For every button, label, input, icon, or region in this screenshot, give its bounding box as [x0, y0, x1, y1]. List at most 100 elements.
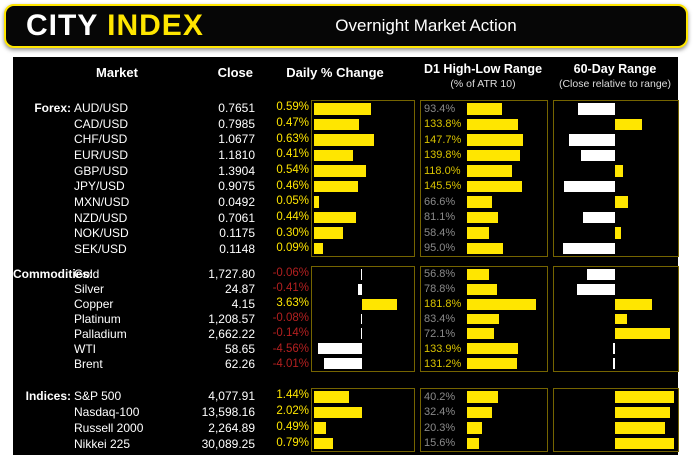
range60-bar-row [554, 241, 678, 257]
d1-range-bar-row: 147.7% [421, 132, 547, 148]
daily-change-bar [318, 343, 362, 355]
daily-change-value: 1.44% [276, 389, 309, 402]
market-name: SEK/USD [74, 242, 127, 257]
market-row: SEK/USD 0.1148 0.09% [13, 241, 309, 257]
d1-range-bar [467, 283, 497, 295]
close-value: 2,662.22 [208, 327, 255, 342]
market-row: Indices: S&P 500 4,077.91 1.44% [13, 388, 309, 404]
market-row: Palladium 2,662.22 -0.14% [13, 327, 309, 342]
market-row: Forex: AUD/USD 0.7651 0.59% [13, 100, 309, 116]
range60-bar-row [554, 420, 678, 436]
range60-bar-row [554, 117, 678, 133]
market-name: WTI [74, 342, 96, 357]
d1-range-bar [467, 422, 483, 434]
column-subheader-d1-range: (% of ATR 10) [450, 78, 516, 90]
range60-bar-row [554, 194, 678, 210]
daily-change-bar-row [312, 241, 414, 257]
range60-bar-row [554, 389, 678, 405]
daily-change-value: 0.63% [276, 132, 309, 145]
daily-change-bar [314, 196, 319, 208]
daily-change-bar [314, 149, 354, 161]
close-value: 1.0677 [218, 132, 255, 147]
d1-range-bar [467, 211, 498, 223]
close-value: 24.87 [224, 281, 255, 296]
market-row: GBP/USD 1.3904 0.54% [13, 163, 309, 179]
section-text-column: Forex: AUD/USD 0.7651 0.59% CAD/USD 0.7985 0.4… [13, 100, 309, 257]
market-name: Brent [74, 357, 103, 372]
market-name: NZD/USD [74, 210, 128, 225]
close-value: 62.26 [224, 357, 255, 372]
column-header-60day-range: 60-Day Range [573, 62, 657, 76]
daily-change-value: -0.08% [272, 312, 309, 325]
range60-bar [615, 227, 621, 239]
d1-range-bar-row: 181.8% [421, 297, 547, 312]
daily-change-bar-row [312, 405, 414, 421]
market-name: Nasdaq-100 [74, 405, 140, 419]
market-name: EUR/USD [74, 147, 129, 162]
daily-change-bar [314, 422, 326, 434]
daily-change-value: 0.59% [276, 101, 309, 114]
d1-range-value: 32.4% [424, 406, 456, 419]
d1-range-value: 139.8% [424, 149, 462, 162]
d1-range-value: 56.8% [424, 268, 456, 281]
d1-range-value: 15.6% [424, 437, 456, 450]
daily-change-value: 2.02% [276, 405, 309, 418]
close-value: 58.65 [224, 342, 255, 357]
close-value: 1,727.80 [208, 266, 255, 281]
range60-bar [612, 343, 615, 355]
range60-bar [615, 422, 665, 434]
range60-bar [615, 118, 643, 130]
market-name: Silver [74, 281, 105, 296]
d1-range-bar-row: 15.6% [421, 436, 547, 452]
daily-change-bar-row [312, 179, 414, 195]
daily-change-value: -0.06% [272, 266, 309, 279]
column-header-market: Market [96, 65, 138, 80]
range60-bar-row [554, 405, 678, 421]
d1-range-value: 145.5% [424, 180, 462, 193]
d1-range-value: 93.4% [424, 102, 456, 115]
market-row: CHF/USD 1.0677 0.63% [13, 131, 309, 147]
range60-bar [615, 391, 674, 403]
daily-change-bar [314, 242, 323, 254]
d1-range-value: 58.4% [424, 226, 456, 239]
range60-bar-row [554, 225, 678, 241]
d1-range-value: 81.1% [424, 211, 456, 224]
d1-range-value: 181.8% [424, 298, 462, 311]
market-row: NZD/USD 0.7061 0.44% [13, 210, 309, 226]
daily-change-value: 0.05% [276, 195, 309, 208]
market-row: Nasdaq-100 13,598.16 2.02% [13, 404, 309, 420]
header-bar: CITY INDEX Overnight Market Action [4, 4, 688, 48]
section-text-column: Commodities: Gold 1,727.80 -0.06% Silver 24.8… [13, 266, 309, 372]
d1-range-bar-row: 20.3% [421, 420, 547, 436]
d1-range-bar [467, 406, 492, 418]
d1-range-bar [467, 343, 518, 355]
d1-range-bar-row: 72.1% [421, 326, 547, 341]
daily-change-bar [323, 358, 362, 370]
range60-bar-row [554, 312, 678, 327]
d1-range-chart: 93.4% 133.8% 147.7% 139.8% 118.0% 145.5% 66.6%… [420, 100, 548, 257]
daily-change-bar [314, 437, 333, 449]
range60-bar-row [554, 341, 678, 356]
d1-range-bar [467, 242, 504, 254]
market-name: CHF/USD [74, 132, 128, 147]
market-row: Commodities: Gold 1,727.80 -0.06% [13, 266, 309, 281]
close-value: 0.7061 [218, 210, 255, 225]
daily-change-bar [314, 165, 366, 177]
market-section: Indices: S&P 500 4,077.91 1.44% Nasdaq-100 13… [13, 388, 679, 452]
column-header-d1-range: D1 High-Low Range [423, 62, 543, 76]
d1-range-bar [467, 313, 499, 325]
d1-range-bar-row: 133.8% [421, 117, 547, 133]
d1-range-value: 131.2% [424, 357, 462, 370]
daily-change-bar-row [312, 267, 414, 282]
d1-range-bar-row: 78.8% [421, 282, 547, 297]
daily-change-bar [358, 283, 362, 295]
close-value: 0.1148 [219, 242, 255, 257]
range60-bar [586, 269, 615, 280]
market-name: AUD/USD [74, 100, 129, 115]
daily-change-value: 0.47% [276, 116, 309, 129]
daily-change-chart [311, 266, 415, 372]
close-value: 13,598.16 [201, 405, 255, 419]
d1-range-bar [467, 358, 517, 370]
daily-change-bar [314, 406, 363, 418]
range60-bar [615, 313, 627, 325]
